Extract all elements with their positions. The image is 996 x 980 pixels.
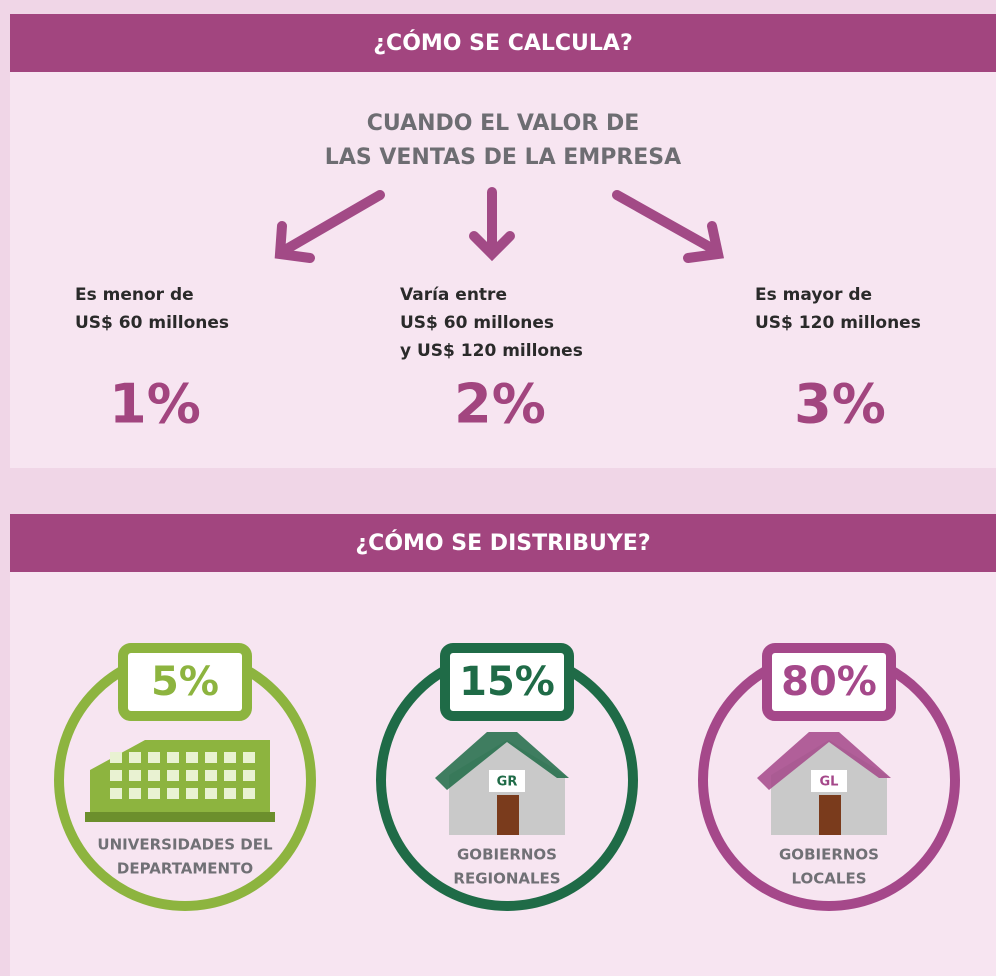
window: [167, 788, 179, 799]
window: [205, 788, 217, 799]
badge-text: GR: [497, 775, 518, 790]
distribution: 5% UNIVERSIDADES DEL DEPARTAMENTO 15% GR GOBI…: [54, 643, 960, 911]
roof: [435, 732, 569, 790]
window: [224, 752, 236, 763]
door: [819, 795, 841, 835]
badge: [762, 643, 896, 721]
window: [205, 752, 217, 763]
door: [497, 795, 519, 835]
case-text: US$ 60 millones: [75, 313, 229, 333]
case-text: y US$ 120 millones: [400, 341, 583, 361]
window: [110, 752, 122, 763]
arrow-head: [683, 221, 725, 263]
badge-plate: [489, 770, 525, 792]
window: [243, 752, 255, 763]
window: [186, 752, 198, 763]
window: [148, 788, 160, 799]
window: [129, 752, 141, 763]
case-text: US$ 120 millones: [755, 313, 921, 333]
item-label: GOBIERNOS: [457, 846, 557, 864]
window: [224, 770, 236, 781]
arrow: [612, 190, 720, 255]
header-bar: [10, 514, 996, 572]
section-title: ¿CÓMO SE DISTRIBUYE?: [355, 530, 650, 556]
rate: 3%: [794, 373, 886, 436]
rate: 1%: [109, 373, 201, 436]
window: [186, 770, 198, 781]
base: [85, 812, 275, 822]
window: [129, 788, 141, 799]
badge-text: GL: [820, 775, 839, 790]
share: 15%: [459, 659, 555, 705]
intro-text: LAS VENTAS DE LA EMPRESA: [325, 145, 681, 170]
cases: Es menor de US$ 60 millones 1% Varía entre U…: [75, 285, 921, 436]
window: [205, 770, 217, 781]
header-bar: [10, 14, 996, 72]
case-text: Es mayor de: [755, 285, 872, 305]
item-label: UNIVERSIDADES DEL: [97, 836, 273, 854]
case-text: US$ 60 millones: [400, 313, 554, 333]
window: [148, 752, 160, 763]
arrow-head: [469, 231, 515, 262]
roof: [757, 732, 891, 790]
badge: [440, 643, 574, 721]
item-label: LOCALES: [792, 870, 867, 888]
case-text: Varía entre: [400, 285, 507, 305]
window: [110, 770, 122, 781]
window: [167, 752, 179, 763]
share: 5%: [151, 659, 219, 705]
panel: [10, 72, 996, 468]
arrow-head: [274, 221, 315, 263]
window: [167, 770, 179, 781]
window: [129, 770, 141, 781]
arrows: [274, 187, 725, 263]
section-title: ¿CÓMO SE CALCULA?: [373, 30, 632, 56]
item-label: GOBIERNOS: [779, 846, 879, 864]
window: [224, 788, 236, 799]
arrow: [280, 190, 385, 255]
badge: [118, 643, 252, 721]
window: [186, 788, 198, 799]
rate: 2%: [454, 373, 546, 436]
intro-text: CUANDO EL VALOR DE: [367, 111, 640, 136]
item-label: DEPARTAMENTO: [117, 860, 253, 878]
window: [243, 788, 255, 799]
share: 80%: [781, 659, 877, 705]
case-text: Es menor de: [75, 285, 194, 305]
window: [243, 770, 255, 781]
window: [148, 770, 160, 781]
item-label: REGIONALES: [453, 870, 560, 888]
window: [110, 788, 122, 799]
badge-plate: [811, 770, 847, 792]
